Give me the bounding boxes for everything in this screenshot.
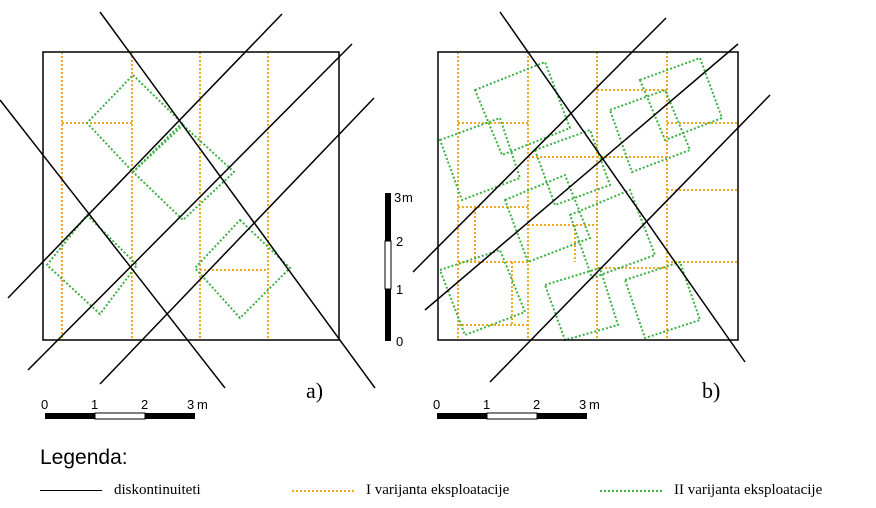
panel-a-label: a) xyxy=(306,378,323,403)
scale-b-tick-1: 1 xyxy=(483,397,490,412)
panel-b-label: b) xyxy=(702,378,720,403)
scale-a-tick-2: 2 xyxy=(141,397,148,412)
scale-b-tick-3: 3 xyxy=(579,397,586,412)
scale-b-tick-2: 2 xyxy=(533,397,540,412)
panel-a-discontinuities xyxy=(0,11,376,389)
panel-b-discontinuities xyxy=(412,11,771,383)
panel-a-variant-1-grid xyxy=(61,52,269,340)
legend-item-discontinuities: diskontinuiteti xyxy=(40,482,201,499)
panel-b: b) xyxy=(412,11,771,403)
panel-a-frame xyxy=(42,51,340,341)
scale-a-tick-1: 1 xyxy=(91,397,98,412)
legend-item-variant-1: I varijanta eksploatacije xyxy=(292,482,509,499)
legend-label-variant-1: I varijanta eksploatacije xyxy=(366,482,510,498)
scale-a-unit: m xyxy=(197,397,208,412)
scale-v-tick-0: 0 xyxy=(396,334,403,349)
legend-swatch-solid-line xyxy=(40,490,102,492)
scale-b-tick-0: 0 xyxy=(433,397,440,412)
scale-bar-b: 0 1 2 3 m xyxy=(433,397,600,420)
legend-swatch-orange-dotted xyxy=(292,489,354,492)
scale-b-unit: m xyxy=(589,397,600,412)
panel-a-variant-2-blocks xyxy=(45,73,292,320)
scale-a-tick-0: 0 xyxy=(41,397,48,412)
legend-label-variant-2: II varijanta eksploatacije xyxy=(674,482,823,498)
legend-title: Legenda: xyxy=(40,446,128,469)
panel-b-frame xyxy=(437,51,739,341)
panel-b-variant-1-grid xyxy=(457,52,738,340)
scale-bar-vertical: 3 m 2 1 0 xyxy=(384,190,413,349)
panel-a: a) xyxy=(0,11,376,403)
scale-a-tick-3: 3 xyxy=(187,397,194,412)
panel-b-variant-2-blocks xyxy=(438,56,724,342)
scale-v-tick-1: 1 xyxy=(396,282,403,297)
legend-swatch-green-dotted xyxy=(600,489,662,492)
legend-item-variant-2: II varijanta eksploatacije xyxy=(600,482,822,499)
scale-bar-a: 0 1 2 3 m xyxy=(41,397,208,420)
legend-label-discontinuities: diskontinuiteti xyxy=(114,482,201,498)
scale-v-tick-2: 2 xyxy=(396,234,403,249)
scale-v-tick-3: 3 xyxy=(394,190,401,205)
scale-v-unit: m xyxy=(402,190,413,205)
